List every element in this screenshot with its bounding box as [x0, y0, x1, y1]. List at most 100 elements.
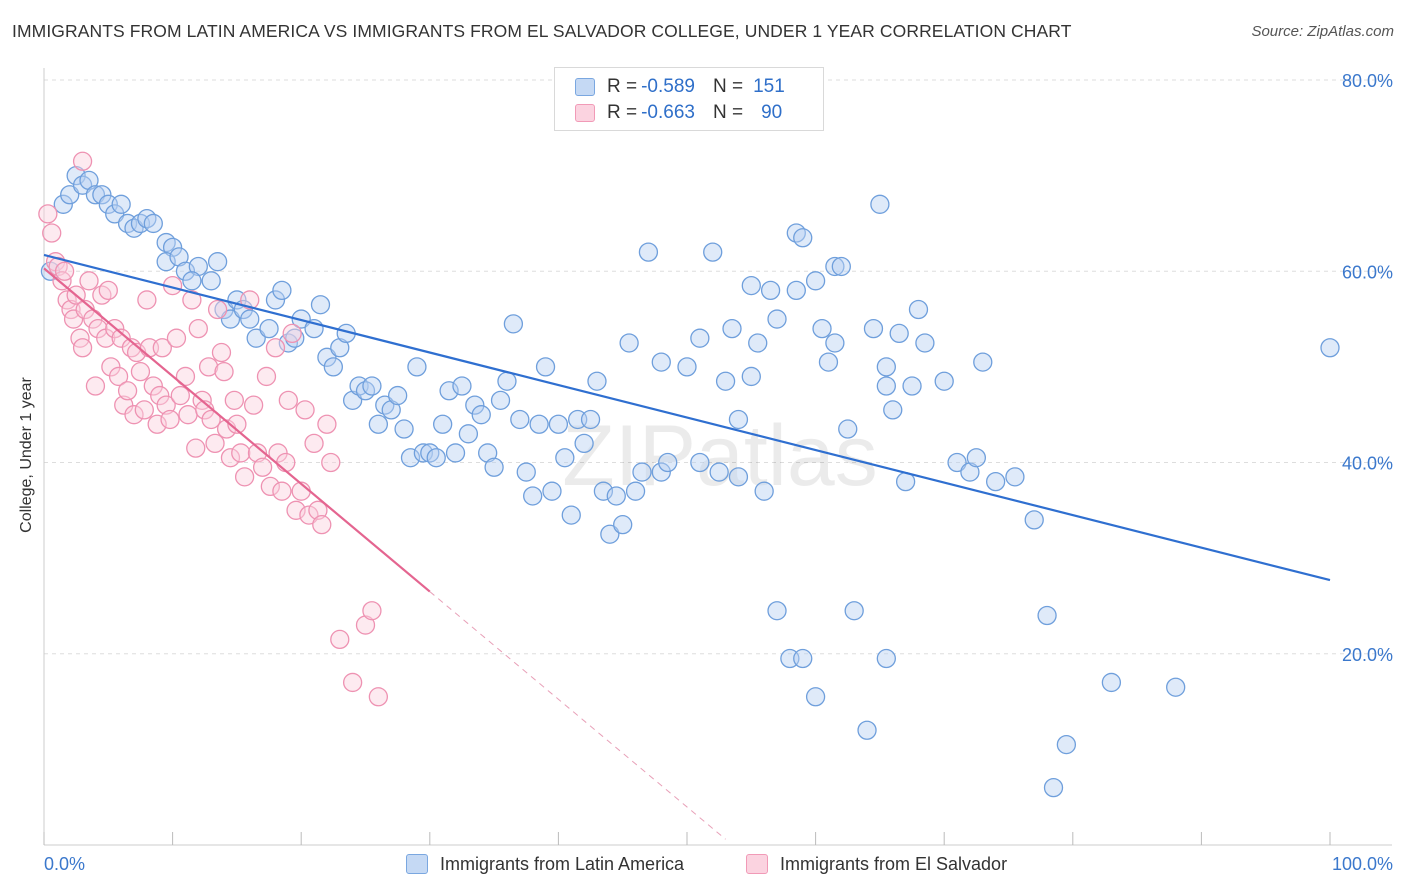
- point-latin-america: [53, 194, 73, 214]
- watermark: ZIPatlas: [562, 408, 877, 504]
- correlation-legend: R = -0.589 N = 151 R = -0.663 N = 90: [554, 67, 824, 131]
- point-latin-america: [812, 318, 832, 339]
- point-latin-america: [1024, 510, 1044, 530]
- point-el-salvador: [175, 366, 196, 387]
- point-latin-america: [690, 452, 710, 473]
- point-latin-america: [915, 333, 935, 353]
- point-el-salvador: [282, 323, 302, 344]
- point-latin-america: [613, 515, 633, 535]
- point-latin-america: [709, 462, 729, 482]
- point-latin-america: [542, 481, 562, 501]
- y-tick-label: 40.0%: [1342, 454, 1393, 474]
- point-latin-america: [465, 395, 485, 415]
- point-el-salvador: [224, 390, 244, 410]
- legend-r-label: R =: [607, 76, 638, 97]
- legend-r-label: R =: [607, 102, 638, 123]
- point-latin-america: [92, 185, 112, 205]
- point-latin-america: [587, 371, 607, 391]
- point-latin-america: [767, 309, 787, 329]
- point-el-salvador: [98, 280, 118, 301]
- point-latin-america: [523, 486, 543, 506]
- point-el-salvador: [198, 357, 219, 377]
- point-latin-america: [870, 194, 890, 214]
- point-latin-america: [1043, 777, 1064, 798]
- bottom-legend-swatch-pink: [746, 854, 768, 874]
- point-latin-america: [728, 467, 749, 487]
- point-latin-america: [1037, 605, 1057, 626]
- point-latin-america: [497, 371, 517, 391]
- point-latin-america: [619, 333, 639, 353]
- point-el-salvador: [201, 409, 221, 430]
- point-el-salvador: [240, 290, 260, 310]
- point-el-salvador: [188, 318, 208, 339]
- point-latin-america: [458, 424, 479, 444]
- point-latin-america: [793, 648, 813, 669]
- point-el-salvador: [72, 338, 93, 358]
- point-latin-america: [246, 328, 266, 348]
- point-el-salvador: [117, 381, 138, 401]
- point-latin-america: [394, 419, 414, 439]
- point-latin-america: [265, 290, 286, 310]
- x-tick-label: 100.0%: [1332, 854, 1393, 874]
- series-el-salvador-points: [38, 151, 389, 707]
- point-latin-america: [638, 242, 659, 262]
- point-latin-america: [240, 309, 260, 329]
- point-latin-america: [703, 242, 723, 262]
- point-latin-america: [387, 385, 408, 406]
- point-latin-america: [966, 448, 986, 468]
- point-latin-america: [889, 323, 909, 344]
- trend-line-el-salvador: [43, 267, 431, 593]
- point-latin-america: [484, 457, 504, 477]
- point-latin-america: [606, 486, 626, 506]
- point-el-salvador: [130, 362, 151, 382]
- point-latin-america: [677, 357, 697, 377]
- point-el-salvador: [317, 414, 337, 434]
- point-el-salvador: [170, 385, 190, 406]
- point-latin-america: [580, 409, 601, 430]
- point-el-salvador: [42, 223, 62, 243]
- point-el-salvador: [143, 376, 163, 396]
- bottom-legend-swatch-blue: [406, 854, 428, 874]
- point-el-salvador: [276, 452, 296, 473]
- point-latin-america: [561, 505, 581, 525]
- point-el-salvador: [124, 405, 144, 425]
- point-el-salvador: [368, 687, 389, 707]
- point-el-salvador: [272, 481, 292, 501]
- trend-lines: [43, 253, 1331, 840]
- point-latin-america: [825, 256, 845, 277]
- point-latin-america: [908, 299, 929, 320]
- legend-n-label: N =: [712, 102, 744, 123]
- point-latin-america: [973, 352, 993, 372]
- point-latin-america: [883, 400, 903, 420]
- point-latin-america: [1005, 467, 1025, 487]
- point-el-salvador: [214, 362, 234, 382]
- point-latin-america: [548, 414, 569, 434]
- point-latin-america: [574, 433, 594, 454]
- point-el-salvador: [156, 395, 176, 415]
- point-latin-america: [722, 318, 742, 339]
- point-latin-america: [310, 295, 331, 315]
- point-el-salvador: [234, 467, 255, 487]
- point-el-salvador: [260, 476, 280, 497]
- point-latin-america: [105, 204, 125, 224]
- point-latin-america: [111, 194, 131, 214]
- point-latin-america: [767, 601, 787, 621]
- legend-n-value-pink: 90: [761, 102, 783, 123]
- point-el-salvador: [308, 500, 328, 520]
- point-latin-america: [760, 280, 781, 301]
- point-latin-america: [529, 414, 549, 434]
- point-latin-america: [651, 352, 671, 372]
- chart-title: IMMIGRANTS FROM LATIN AMERICA VS IMMIGRA…: [12, 21, 1072, 41]
- point-el-salvador: [38, 204, 58, 224]
- point-el-salvador: [85, 376, 106, 396]
- point-el-salvador: [252, 457, 273, 477]
- bottom-legend-label-pink: Immigrants from El Salvador: [780, 853, 1008, 874]
- point-latin-america: [857, 720, 877, 740]
- point-latin-america: [1166, 677, 1186, 697]
- point-el-salvador: [243, 395, 264, 415]
- point-el-salvador: [57, 290, 77, 310]
- bottom-legend-latin-america: Immigrants from Latin America: [406, 852, 684, 876]
- legend-r-value-pink: -0.663: [641, 102, 695, 123]
- point-latin-america: [490, 390, 511, 410]
- point-latin-america: [651, 462, 671, 482]
